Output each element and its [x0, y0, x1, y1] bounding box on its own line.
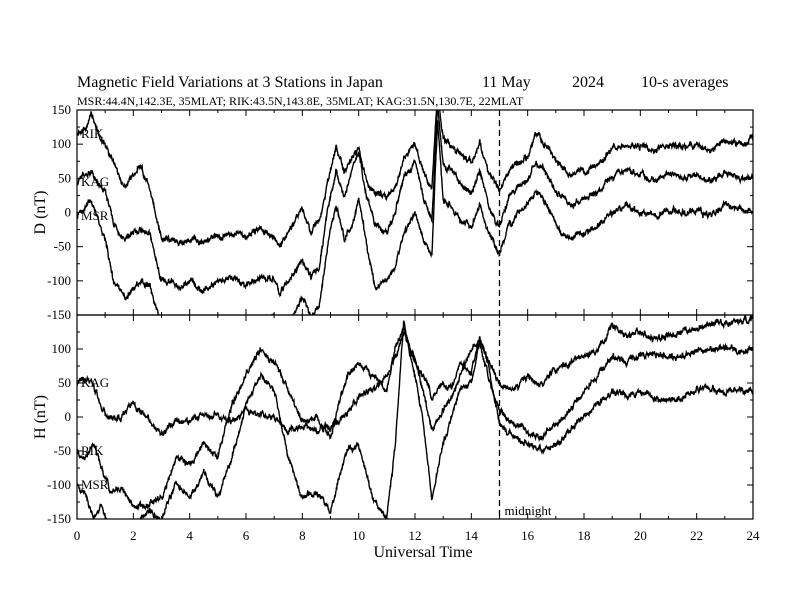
chart-header: Magnetic Field Variations at 3 Stations …	[77, 74, 729, 108]
y-tick-label: -50	[54, 239, 71, 254]
y-tick-label: -50	[54, 443, 71, 458]
midnight-label: midnight	[505, 503, 552, 518]
x-axis-title: Universal Time	[373, 544, 472, 561]
y-tick-label: 150	[52, 102, 72, 117]
x-tick-label: 20	[634, 528, 647, 543]
x-tick-label: 22	[690, 528, 703, 543]
y-tick-label: 50	[58, 375, 71, 390]
series-label-rik: RIK	[81, 126, 104, 141]
chart-title: Magnetic Field Variations at 3 Stations …	[77, 74, 383, 91]
series-line-msr	[77, 120, 753, 315]
chart-date: 11 May	[482, 74, 531, 91]
y-tick-label: 50	[58, 170, 71, 185]
x-tick-label: 6	[243, 528, 250, 543]
x-tick-label: 2	[130, 528, 137, 543]
y-tick-label: -100	[47, 273, 71, 288]
chart-stations: MSR:44.4N,142.3E, 35MLAT; RIK:43.5N,143.…	[77, 94, 524, 108]
y-tick-label: 0	[65, 205, 72, 220]
y-tick-label: 0	[65, 409, 72, 424]
chart-year: 2024	[572, 74, 604, 91]
series-line-kag	[77, 110, 753, 298]
series-line-msr	[77, 320, 753, 519]
y-tick-label: 100	[52, 136, 72, 151]
series-line-rik	[77, 110, 753, 248]
series-label-msr: MSR	[81, 208, 109, 223]
panel-h: 100 50 0 -50 -100 -150 H (nT) KAG RIK MSR	[32, 314, 754, 526]
x-tick-label: 0	[74, 528, 81, 543]
series-label-kag: KAG	[81, 375, 109, 390]
series-label-kag: KAG	[81, 174, 109, 189]
chart-panels: 150 100 50 0 -50 -100 -150 D (nT) RIK KAG MSR 100 50…	[32, 102, 754, 526]
x-tick-label: 24	[747, 528, 761, 543]
y-tick-label: -150	[47, 511, 71, 526]
y-tick-label: -150	[47, 307, 71, 322]
series-label-rik: RIK	[81, 443, 104, 458]
x-tick-label: 10	[352, 528, 365, 543]
y-tick-label: 100	[52, 341, 72, 356]
series-label-msr: MSR	[81, 477, 109, 492]
x-tick-label: 12	[409, 528, 422, 543]
y-axis-title: D (nT)	[32, 191, 49, 235]
y-tick-label: -100	[47, 477, 71, 492]
panel-d: 150 100 50 0 -50 -100 -150 D (nT) RIK KAG MSR	[32, 102, 754, 322]
x-tick-label: 18	[578, 528, 591, 543]
series-line-rik	[77, 327, 753, 511]
series-line-kag	[77, 315, 753, 437]
x-tick-label: 14	[465, 528, 479, 543]
x-tick-label: 4	[186, 528, 193, 543]
y-axis-title: H (nT)	[32, 395, 49, 439]
chart-averaging: 10-s averages	[641, 74, 729, 91]
x-tick-label: 8	[299, 528, 306, 543]
x-tick-label: 16	[521, 528, 535, 543]
